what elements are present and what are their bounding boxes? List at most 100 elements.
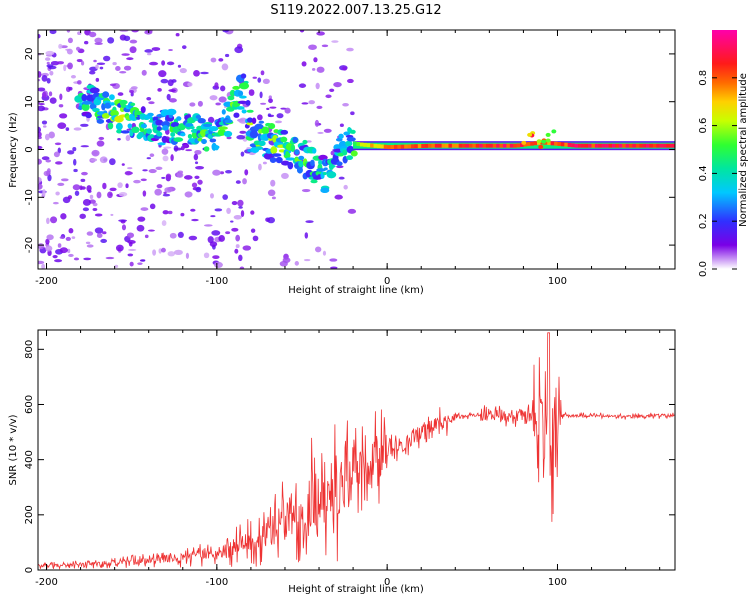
spectrogram-cell xyxy=(218,234,225,242)
spectrogram-cell xyxy=(233,112,240,118)
spectrogram-cell xyxy=(225,231,231,235)
spectrogram-cell xyxy=(252,235,259,242)
spectrogram-cell xyxy=(137,216,146,222)
spectrogram-cell xyxy=(274,120,282,124)
spectrogram-cell xyxy=(147,112,154,117)
spectrogram-cell xyxy=(187,133,193,139)
spectrogram-cell xyxy=(218,96,227,103)
spectrogram-cell xyxy=(124,171,133,175)
spectrogram-cell xyxy=(215,102,221,106)
spectrogram-cell xyxy=(581,143,585,148)
spectrogram-cell xyxy=(180,132,186,137)
spectrogram-cell xyxy=(270,179,276,187)
spectrogram-cell xyxy=(669,143,674,148)
spectrogram-cell xyxy=(46,64,54,68)
spectrogram-cell xyxy=(245,100,251,106)
spectrogram-cell xyxy=(656,143,660,148)
spectrogram-x-tick-label: 100 xyxy=(548,276,567,287)
spectrogram-cell xyxy=(81,103,90,111)
spectrogram-cell xyxy=(513,143,517,148)
spectrogram-cell xyxy=(465,143,470,148)
spectrogram-cell xyxy=(193,153,199,161)
spectrogram-cell xyxy=(67,62,73,70)
spectrogram-cell xyxy=(140,123,147,129)
spectrogram-cell xyxy=(107,122,114,130)
spectrogram-cell xyxy=(58,43,63,49)
spectrogram-cell xyxy=(133,179,141,184)
spectrogram-cell xyxy=(80,123,89,127)
spectrogram-cell xyxy=(482,143,487,148)
spectrogram-cell xyxy=(161,220,167,227)
spectrogram-y-ticks: -20 -10 0 10 20 xyxy=(24,48,675,253)
spectrogram-cell xyxy=(115,244,124,252)
spectrogram-cell xyxy=(421,143,425,148)
colorbar-tick-label: 0.6 xyxy=(698,118,709,134)
spectrogram-cell xyxy=(229,89,236,97)
spectrogram-cell xyxy=(42,125,47,128)
spectrogram-cell xyxy=(38,131,42,138)
spectrogram-cell xyxy=(310,179,318,184)
spectrogram-cell xyxy=(316,66,325,73)
spectrogram-cell xyxy=(336,165,344,169)
spectrogram-cell xyxy=(520,143,524,148)
spectrogram-cell xyxy=(107,191,113,199)
spectrogram-cell xyxy=(57,122,67,129)
spectrogram-cell xyxy=(659,143,664,148)
spectrogram-cell xyxy=(259,91,263,99)
spectrogram-cell xyxy=(100,238,108,244)
spectrogram-y-tick-label: 20 xyxy=(24,48,35,61)
spectrogram-cell xyxy=(260,102,267,105)
spectrogram-cell xyxy=(130,86,138,90)
spectrogram-cell xyxy=(547,140,551,145)
spectrogram-cell xyxy=(158,248,162,254)
spectrogram-cell xyxy=(608,143,613,148)
spectrogram-cell xyxy=(125,135,131,142)
spectrogram-cell xyxy=(317,131,324,134)
spectrogram-cell xyxy=(144,234,149,239)
spectrogram-cell xyxy=(625,143,630,148)
colorbar-tick-label: 0.2 xyxy=(698,213,709,229)
spectrogram-cell xyxy=(79,213,86,219)
spectrogram-cell xyxy=(164,187,173,193)
spectrogram-cell xyxy=(73,127,82,131)
spectrogram-cell xyxy=(78,105,83,111)
spectrogram-cell xyxy=(94,37,103,44)
spectrogram-cell xyxy=(271,196,276,200)
spectrogram-cell xyxy=(210,215,216,218)
spectrogram-cell xyxy=(102,231,107,235)
spectrogram-cell xyxy=(383,144,388,149)
spectrogram-cell xyxy=(366,143,371,148)
spectrogram-cell xyxy=(127,123,133,129)
spectrogram-cell xyxy=(76,58,83,63)
spectrogram-cell xyxy=(38,87,46,92)
spectrogram-cell xyxy=(244,169,249,176)
spectrogram-cell xyxy=(530,141,534,146)
spectrogram-cell xyxy=(441,143,446,148)
spectrogram-cell xyxy=(393,144,398,149)
spectrogram-cell xyxy=(89,194,94,200)
spectrogram-cell xyxy=(509,143,514,148)
spectrogram-cell xyxy=(390,144,395,149)
spectrogram-cell xyxy=(313,57,318,63)
spectrogram-cell xyxy=(65,127,70,131)
spectrogram-cell xyxy=(417,144,422,149)
spectrogram-cell xyxy=(73,257,80,261)
spectrogram-cell xyxy=(330,266,338,269)
spectrogram-cell xyxy=(455,143,459,148)
spectrogram-cell xyxy=(545,138,551,143)
spectrogram-cell xyxy=(107,37,115,44)
spectrogram-cell xyxy=(99,156,108,164)
spectrogram-cell xyxy=(46,168,51,174)
spectrogram-cell xyxy=(120,103,127,109)
spectrogram-cell xyxy=(96,191,102,199)
spectrogram-cell xyxy=(163,191,167,195)
spectrogram-cell xyxy=(162,155,169,162)
spectrogram-cell xyxy=(162,193,171,197)
spectrogram-cell xyxy=(673,143,675,148)
colorbar-label: Normalized spectral amplitude xyxy=(738,73,749,227)
spectrogram-cell xyxy=(126,232,135,239)
spectrogram-cell xyxy=(261,126,270,135)
spectrogram-cell xyxy=(49,30,57,35)
spectrogram-cell xyxy=(321,44,329,48)
spectrogram-cell xyxy=(118,192,128,197)
